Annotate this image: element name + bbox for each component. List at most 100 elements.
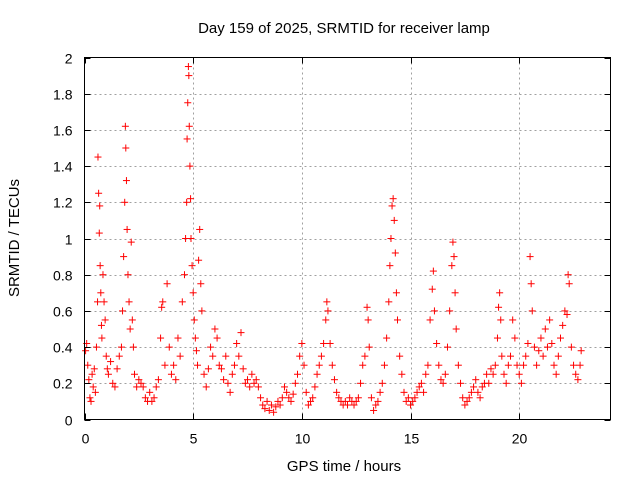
data-point — [509, 316, 517, 324]
data-point — [437, 376, 445, 384]
axis-ticks — [84, 57, 611, 421]
data-point — [391, 249, 399, 257]
y-tick-labels: 0 0.2 0.4 0.6 0.8 1 1.2 1.4 1.6 1.8 2 — [53, 51, 73, 429]
y-tick-label: 0.4 — [53, 340, 73, 356]
data-point — [364, 316, 372, 324]
data-point — [572, 370, 580, 378]
data-point — [101, 316, 109, 324]
data-point — [95, 229, 103, 237]
data-point — [187, 195, 195, 203]
data-point — [103, 365, 111, 373]
data-point — [496, 289, 504, 297]
y-tick-label: 0.2 — [53, 376, 73, 392]
data-point — [363, 303, 371, 311]
data-point — [190, 316, 198, 324]
data-point — [328, 361, 336, 369]
data-point — [495, 303, 503, 311]
data-point — [237, 329, 245, 337]
data-point — [389, 195, 397, 203]
y-tick-label: 0.8 — [53, 268, 73, 284]
data-point — [139, 383, 147, 391]
data-point — [317, 352, 325, 360]
data-point — [330, 376, 338, 384]
data-point — [354, 394, 362, 402]
data-point — [184, 63, 192, 71]
data-point — [119, 307, 127, 315]
data-point — [213, 334, 221, 342]
data-point — [254, 383, 262, 391]
data-point — [228, 370, 236, 378]
data-point — [283, 388, 291, 396]
data-point — [224, 379, 232, 387]
data-point — [472, 376, 480, 384]
data-point — [113, 365, 121, 373]
data-point — [129, 343, 137, 351]
data-point — [172, 376, 180, 384]
data-point — [84, 361, 92, 369]
data-point — [577, 347, 585, 355]
data-point — [194, 361, 202, 369]
data-point — [428, 285, 436, 293]
data-point — [178, 298, 186, 306]
data-point — [146, 388, 154, 396]
data-point — [548, 339, 556, 347]
data-point — [198, 307, 206, 315]
data-point — [150, 394, 158, 402]
x-tick-label: 0 — [82, 431, 90, 447]
data-point — [576, 361, 584, 369]
data-point — [413, 388, 421, 396]
data-point — [378, 379, 386, 387]
data-point — [191, 334, 199, 342]
data-point — [98, 334, 106, 342]
data-point — [502, 379, 510, 387]
data-point — [185, 72, 193, 80]
data-point — [102, 352, 110, 360]
data-point — [188, 262, 196, 270]
y-tick-label: 0.6 — [53, 304, 73, 320]
data-point — [211, 325, 219, 333]
data-point — [433, 339, 441, 347]
data-point — [489, 370, 497, 378]
data-point — [87, 397, 95, 405]
data-point — [559, 321, 567, 329]
data-point — [370, 406, 378, 414]
data-point — [92, 343, 100, 351]
data-point — [372, 401, 380, 409]
data-point — [311, 383, 319, 391]
data-point — [443, 343, 451, 351]
data-point — [115, 352, 123, 360]
data-point — [335, 394, 343, 402]
data-point — [530, 343, 538, 351]
data-point — [158, 303, 166, 311]
data-point — [515, 370, 523, 378]
data-point — [274, 397, 282, 405]
data-point — [527, 280, 535, 288]
x-axis-label: GPS time / hours — [287, 458, 401, 475]
data-point — [561, 307, 569, 315]
data-point — [289, 390, 297, 398]
data-point — [546, 316, 554, 324]
data-point — [183, 135, 191, 143]
data-point — [123, 225, 131, 233]
data-point — [217, 365, 225, 373]
data-point — [230, 361, 238, 369]
data-point — [388, 202, 396, 210]
data-point — [493, 334, 501, 342]
data-point — [187, 235, 195, 242]
data-point — [196, 225, 204, 233]
data-point — [107, 358, 115, 366]
x-tick-label: 20 — [512, 431, 528, 447]
data-point — [184, 99, 192, 107]
data-point — [346, 394, 354, 402]
data-point — [422, 370, 430, 378]
data-point — [285, 394, 293, 402]
data-point — [402, 397, 410, 405]
data-point — [189, 289, 197, 297]
data-point — [259, 401, 267, 409]
data-point — [183, 198, 191, 206]
data-point — [167, 370, 175, 378]
data-point — [522, 352, 530, 360]
data-point — [541, 325, 549, 333]
data-point — [452, 325, 460, 333]
